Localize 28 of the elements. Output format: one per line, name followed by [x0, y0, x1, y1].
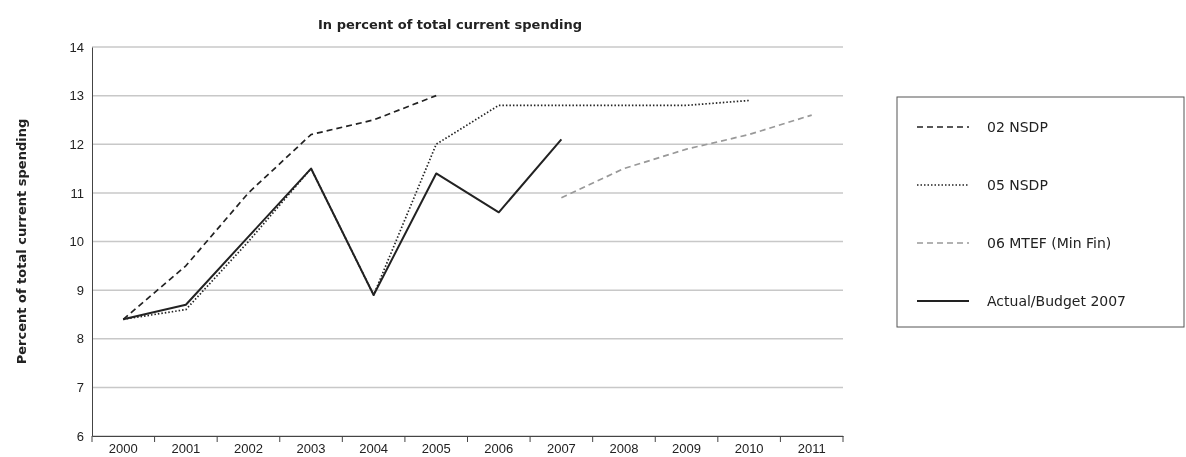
- x-tick-label: 2005: [421, 441, 451, 457]
- x-tick-label: 2009: [672, 441, 701, 457]
- line-series: [560, 114, 813, 199]
- legend-label: Actual/Budget 2007: [987, 293, 1127, 309]
- y-axis-title: Percent of total current spending: [14, 118, 29, 365]
- x-tick-label: 2006: [484, 441, 514, 457]
- y-tick-label: 10: [69, 234, 84, 250]
- legend-label: 02 NSDP: [987, 119, 1048, 135]
- y-tick-label: 9: [76, 282, 84, 298]
- y-tick-label: 13: [69, 88, 84, 104]
- x-tick-label: 2003: [296, 441, 326, 457]
- legend-label: 05 NSDP: [987, 177, 1048, 193]
- y-tick-label: 12: [69, 136, 84, 152]
- x-tick-label: 2004: [359, 441, 389, 457]
- chart-title: In percent of total current spending: [318, 17, 582, 32]
- x-tick-label: 2010: [734, 441, 764, 457]
- x-tick-label: 2001: [171, 441, 201, 457]
- y-tick-label: 14: [69, 39, 84, 55]
- y-tick-label: 8: [76, 331, 84, 347]
- x-tick-label: 2000: [108, 441, 138, 457]
- y-tick-label: 11: [70, 185, 84, 201]
- x-tick-label: 2007: [546, 441, 576, 457]
- legend-label: 06 MTEF (Min Fin): [987, 235, 1112, 251]
- x-tick-label: 2011: [797, 441, 826, 457]
- y-tick-label: 7: [76, 380, 84, 396]
- x-tick-label: 2008: [609, 441, 639, 457]
- x-tick-label: 2002: [234, 441, 263, 457]
- y-tick-label: 6: [76, 428, 84, 444]
